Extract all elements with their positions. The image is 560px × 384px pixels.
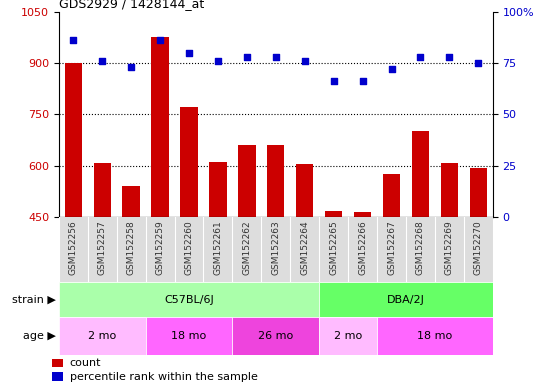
Bar [354, 212, 371, 217]
Point [242, 54, 251, 60]
Text: strain ▶: strain ▶ [12, 295, 56, 305]
Text: GSM152257: GSM152257 [97, 220, 107, 275]
Text: GSM152264: GSM152264 [300, 220, 309, 275]
Text: 26 mo: 26 mo [258, 331, 293, 341]
Point [329, 78, 338, 84]
Bar [470, 168, 487, 217]
Bar [383, 174, 400, 217]
Text: age ▶: age ▶ [23, 331, 56, 341]
Text: 2 mo: 2 mo [88, 331, 116, 341]
Point [97, 58, 106, 64]
Text: 18 mo: 18 mo [417, 331, 452, 341]
Text: GSM152256: GSM152256 [69, 220, 78, 275]
Text: GDS2929 / 1428144_at: GDS2929 / 1428144_at [59, 0, 204, 10]
Bar [59, 317, 146, 355]
Bar [319, 282, 493, 317]
Bar [180, 108, 198, 217]
Bar [319, 317, 377, 355]
Bar [238, 145, 255, 217]
Point [387, 66, 396, 72]
Text: DBA/2J: DBA/2J [387, 295, 425, 305]
Point [156, 37, 165, 43]
Text: GSM152265: GSM152265 [329, 220, 338, 275]
Bar [441, 163, 458, 217]
Point [300, 58, 309, 64]
Bar [52, 372, 63, 381]
Bar [94, 163, 111, 217]
Point [69, 37, 78, 43]
Text: percentile rank within the sample: percentile rank within the sample [70, 371, 258, 382]
Point [213, 58, 222, 64]
Text: 18 mo: 18 mo [171, 331, 207, 341]
Text: GSM152258: GSM152258 [127, 220, 136, 275]
Point [127, 64, 136, 70]
Bar [267, 145, 284, 217]
Text: GSM152270: GSM152270 [474, 220, 483, 275]
Text: C57BL/6J: C57BL/6J [164, 295, 214, 305]
Bar [151, 37, 169, 217]
Bar [325, 211, 342, 217]
Bar [123, 186, 140, 217]
Text: GSM152260: GSM152260 [184, 220, 194, 275]
Point [271, 54, 280, 60]
Text: GSM152259: GSM152259 [156, 220, 165, 275]
Bar [64, 63, 82, 217]
Bar [59, 282, 319, 317]
Point [184, 50, 194, 56]
Text: GSM152267: GSM152267 [387, 220, 396, 275]
Bar [52, 359, 63, 367]
Point [416, 54, 425, 60]
Text: GSM152263: GSM152263 [271, 220, 281, 275]
Bar [412, 131, 429, 217]
Text: 2 mo: 2 mo [334, 331, 362, 341]
Text: GSM152261: GSM152261 [213, 220, 222, 275]
Bar [377, 317, 493, 355]
Point [474, 60, 483, 66]
Point [445, 54, 454, 60]
Bar [296, 164, 314, 217]
Bar [146, 317, 232, 355]
Text: GSM152262: GSM152262 [242, 220, 251, 275]
Bar [209, 162, 227, 217]
Text: count: count [70, 358, 101, 368]
Point [358, 78, 367, 84]
Text: GSM152266: GSM152266 [358, 220, 367, 275]
Text: GSM152269: GSM152269 [445, 220, 454, 275]
Bar [232, 317, 319, 355]
Text: GSM152268: GSM152268 [416, 220, 425, 275]
